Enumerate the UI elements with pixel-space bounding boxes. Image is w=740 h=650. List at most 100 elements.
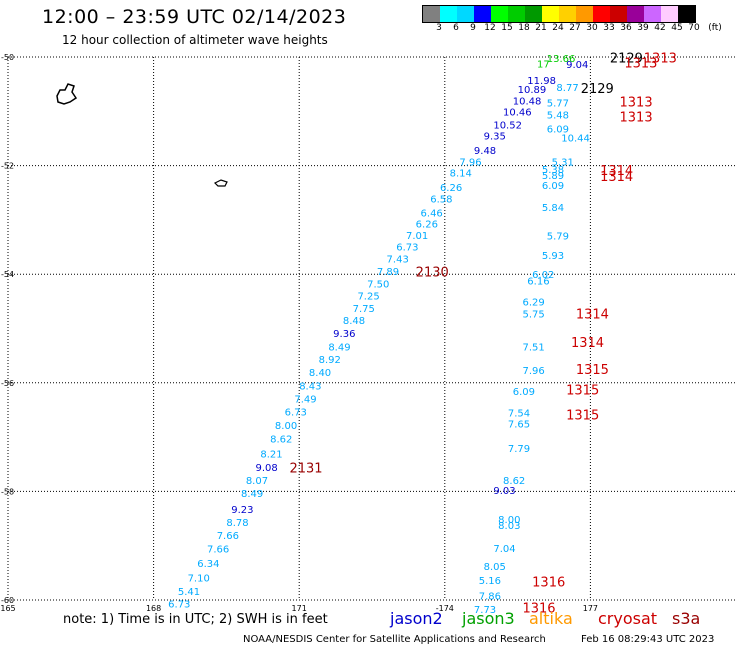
swh-value-label: 6.26 [440,183,462,194]
colorbar-label: 21 [535,23,547,33]
swh-value-label: 5.48 [547,111,569,122]
swh-value-label: 8.77 [556,83,578,94]
colorbar-label: 45 [671,23,683,33]
swh-value-label: 13.66 [547,54,576,65]
colorbar-label: 36 [620,23,632,33]
colorbar-swatch-0 [423,6,440,22]
swh-value-label: 8.43 [299,382,321,393]
lat-tick-label: -50 [1,53,14,62]
colorbar-swatch-2 [457,6,474,22]
swh-value-label: 8.21 [260,449,282,460]
pass-time-label: 2131 [289,462,322,477]
swh-value-label: 10.48 [513,96,542,107]
pass-time-label: 1313 [620,96,653,111]
footer-credit: NOAA/NESDIS Center for Satellite Applica… [243,634,546,645]
lat-tick-label: -54 [1,270,14,279]
swh-value-label: 5.77 [547,99,569,110]
pass-time-label: 1314 [571,336,604,351]
swh-value-label: 7.86 [479,592,501,603]
swh-value-label: 9.03 [493,486,515,497]
pass-time-label: 1313 [620,110,653,125]
swh-value-label: 6.29 [522,297,544,308]
swh-value-label: 7.89 [377,267,399,278]
swh-value-label: 7.73 [474,605,496,616]
colorbar-swatch-8 [559,6,576,22]
swh-value-label: 6.16 [527,277,549,288]
swh-value-label: 7.43 [387,254,409,265]
swh-value-label: 7.50 [367,279,389,290]
pass-time-label: 1313 [644,52,677,67]
pass-time-label: 1314 [600,164,633,179]
swh-value-label: 7.01 [406,231,428,242]
swh-value-label: 6.09 [513,387,535,398]
swh-value-label: 7.66 [217,531,239,542]
map-grid [7,56,736,601]
satellite-jason2: jason2 [390,609,443,628]
swh-value-label: 6.58 [430,195,452,206]
pass-time-label: 1315 [566,408,599,423]
colorbar-label: 30 [586,23,598,33]
swh-value-label: 5.75 [522,309,544,320]
lat-tick-label: -56 [1,379,14,388]
footer-timestamp: Feb 16 08:29:43 UTC 2023 [581,634,715,645]
colorbar-label: 3 [436,23,442,33]
pass-time-label: 2129 [610,52,643,67]
swh-value-label: 6.46 [421,208,443,219]
colorbar-swatch-13 [644,6,661,22]
swh-value-label: 8.49 [328,342,350,353]
lat-tick-label: -60 [1,596,14,605]
colorbar-swatch-12 [627,6,644,22]
lon-tick-label: 165 [0,604,15,613]
swh-value-label: 7.65 [508,420,530,431]
swh-value-label: 8.62 [270,435,292,446]
pass-time-label: 1315 [566,383,599,398]
colorbar-label: 27 [569,23,581,33]
pass-time-label: 1316 [522,602,555,617]
swh-value-label: 8.92 [319,355,341,366]
satellite-s3a: s3a [672,609,701,628]
colorbar-label: 9 [470,23,476,33]
page-subtitle: 12 hour collection of altimeter wave hei… [62,33,328,47]
swh-value-label: 6.34 [197,559,219,570]
satellite-cryosat: cryosat [598,609,658,628]
swh-value-label: 5.89 [542,171,564,182]
swh-value-label: 7.79 [508,444,530,455]
swh-value-label: 7.04 [493,544,515,555]
swh-value-label: 8.14 [450,169,472,180]
swh-value-label: 6.26 [416,220,438,231]
swh-value-label: 8.00 [498,515,520,526]
colorbar-label: 18 [518,23,530,33]
swh-value-label: 8.48 [343,316,365,327]
swh-value-label: 7.25 [357,291,379,302]
colorbar-label: 12 [484,23,496,33]
swh-value-label: 6.09 [542,181,564,192]
swh-value-label: 7.96 [459,157,481,168]
colorbar-label: 42 [654,23,666,33]
colorbar-label: 24 [552,23,564,33]
colorbar-legend [422,5,696,23]
colorbar-swatch-6 [525,6,542,22]
pass-time-label: 2129 [581,82,614,97]
lon-tick-label: 168 [146,604,161,613]
swh-value-label: 9.04 [566,60,588,71]
swh-value-label: 5.41 [178,587,200,598]
swh-value-label: 17 [537,60,550,71]
lon-tick-label: 171 [292,604,307,613]
colorbar-swatch-4 [491,6,508,22]
colorbar-swatch-9 [576,6,593,22]
swh-value-label: 8.00 [275,421,297,432]
swh-value-label: 10.46 [503,107,532,118]
colorbar-swatch-15 [678,6,695,22]
swh-value-label: 8.40 [309,368,331,379]
lon-tick-label: 177 [583,604,598,613]
colorbar-swatch-5 [508,6,525,22]
swh-value-label: 8.03 [498,521,520,532]
lat-tick-label: -58 [1,487,14,496]
satellite-altika: altika [529,609,573,628]
swh-value-label: 6.02 [532,270,554,281]
swh-value-label: 11.98 [527,76,556,87]
page-title: 12:00 – 23:59 UTC 02/14/2023 [42,6,347,28]
swh-value-label: 5.31 [552,157,574,168]
lat-tick-label: -52 [1,162,14,171]
